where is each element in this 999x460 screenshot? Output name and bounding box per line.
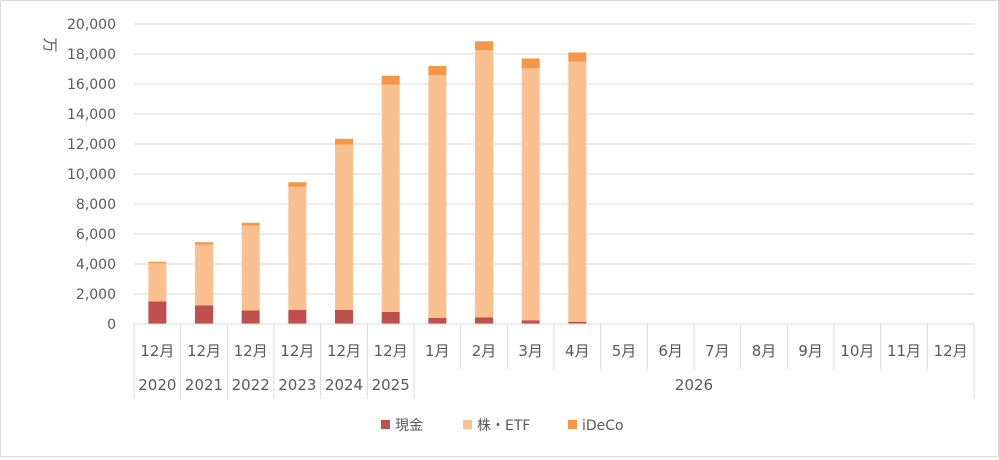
bar-segment [568,321,587,324]
y-tick-label: 4,000 [76,257,116,273]
x-tick-label: 12月 [934,342,968,360]
year-group-label: 2021 [185,376,223,394]
y-tick-label: 10,000 [67,167,116,183]
bar-segment [241,222,260,226]
bar-segment [521,320,540,324]
bar-segment [148,301,167,324]
bar-segment [475,41,493,51]
bar-segment [428,318,447,324]
bar-segment [195,244,213,306]
bar-segment [475,50,493,318]
y-tick-label: 20,000 [67,17,116,33]
year-group-label: 2025 [372,376,410,394]
x-tick-label: 1月 [425,342,450,360]
year-group-label: 2024 [325,376,363,394]
y-tick-label: 18,000 [67,47,116,63]
x-tick-label: 4月 [565,342,590,360]
year-group-label: 2026 [675,376,713,394]
x-tick-label: 6月 [658,342,683,360]
bar-segment [428,75,447,318]
x-tick-label: 2月 [472,342,497,360]
y-tick-label: 2,000 [76,287,116,303]
gridlines [134,23,974,325]
bar-segment [195,242,213,245]
bar-segment [335,144,353,310]
bar-segment [241,310,260,324]
y-axis-label: 万 [41,37,59,52]
x-axis: 12月 12月 12月 12月 12月 12月 1月 2月 3月 4月 5月 6月 7月 8月 9月 10月 1… [133,323,975,399]
bar-segment [521,68,540,321]
x-tick-label: 5月 [612,342,637,360]
legend-label: 株・ETF [477,418,530,434]
bar-segment [148,261,167,264]
y-axis-ticks: 0 2,000 4,000 6,000 8,000 10,000 12,000 14,000 1… [67,17,116,333]
bar-segment [568,61,587,322]
x-tick-label: 11月 [887,342,921,360]
bar-segment [521,58,540,69]
legend-swatch [463,420,472,429]
bar-segment [288,309,307,324]
x-tick-label: 12月 [280,342,314,360]
legend-label: iDeCo [582,418,624,434]
x-tick-label: 12月 [374,342,408,360]
legend-swatch [381,420,390,429]
bar-segment [148,263,167,302]
bar-segment [381,75,400,85]
y-tick-label: 6,000 [76,227,116,243]
y-tick-label: 16,000 [67,77,116,93]
year-group-label: 2022 [232,376,270,394]
bar-segment [381,84,400,312]
y-tick-label: 14,000 [67,107,116,123]
bar-segment [288,182,307,187]
x-tick-label: 9月 [798,342,823,360]
bar-segment [381,312,400,324]
x-tick-label: 12月 [187,342,221,360]
y-tick-label: 8,000 [76,197,116,213]
bars [148,41,587,324]
x-tick-label: 10月 [840,342,874,360]
x-tick-label: 12月 [234,342,268,360]
bar-segment [428,66,447,75]
x-tick-label: 8月 [752,342,777,360]
bar-segment [241,225,260,311]
bar-segment [475,317,493,324]
x-tick-label: 12月 [327,342,361,360]
legend-swatch [568,420,577,429]
x-tick-label: 12月 [140,342,174,360]
year-group-label: 2020 [138,376,176,394]
legend: 現金 株・ETF iDeCo [381,418,624,434]
bar-segment [568,52,587,62]
y-tick-label: 0 [107,317,116,333]
bar-segment [288,186,307,310]
bar-segment [195,305,213,324]
x-tick-label: 3月 [518,342,543,360]
bar-segment [335,138,353,145]
x-tick-label: 7月 [705,342,730,360]
y-tick-label: 12,000 [67,137,116,153]
legend-label: 現金 [395,418,423,434]
bar-segment [335,309,353,324]
year-group-label: 2023 [278,376,316,394]
